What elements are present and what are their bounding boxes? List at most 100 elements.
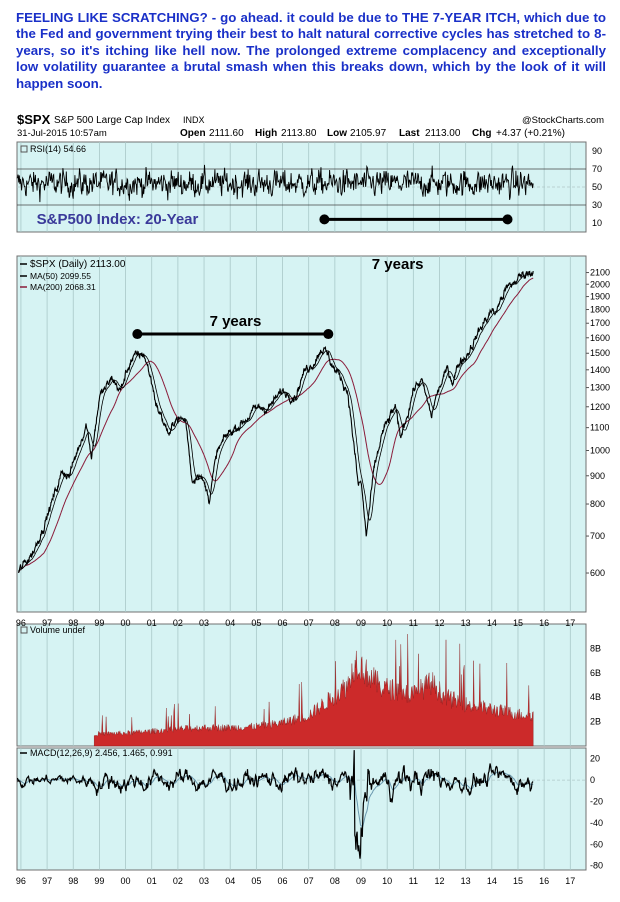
rsi-y-tick-90: 90 (592, 146, 602, 156)
x-tick-label-99: 99 (94, 876, 104, 886)
volume-area (94, 634, 534, 747)
price-panel (16, 255, 587, 613)
high-label: High (255, 128, 277, 139)
macd-y-tick--40: -40 (590, 818, 603, 828)
symbol-label: $SPX (17, 112, 51, 127)
volume-y-tick-2B: 2B (590, 717, 601, 727)
price-y-tick-600: 600 (590, 568, 605, 578)
x-tick-label-07: 07 (304, 618, 314, 628)
x-tick-label-05: 05 (251, 618, 261, 628)
open-value: 2111.60 (209, 128, 244, 139)
price-panel-background (16, 255, 587, 613)
rsi-y-tick-30: 30 (592, 200, 602, 210)
x-tick-label-09: 09 (356, 618, 366, 628)
price-y-tick-1000: 1000 (590, 445, 610, 455)
last-label: Last (399, 128, 420, 139)
x-tick-label-04: 04 (225, 618, 235, 628)
price-y-tick-800: 800 (590, 499, 605, 509)
low-label: Low (327, 128, 347, 139)
open-label: Open (180, 128, 206, 139)
x-tick-label-09: 09 (356, 876, 366, 886)
price-y-tick-1200: 1200 (590, 402, 610, 412)
rsi-y-tick-70: 70 (592, 164, 602, 174)
volume-y-tick-8B: 8B (590, 643, 601, 653)
price-y-tick-1700: 1700 (590, 318, 610, 328)
macd-legend: MACD(12,26,9) 2.456, 1.465, 0.991 (30, 748, 173, 758)
x-tick-label-00: 00 (121, 876, 131, 886)
macd-y-tick--60: -60 (590, 839, 603, 849)
macd-y-tick--20: -20 (590, 797, 603, 807)
cycle-label-2: 7 years (372, 256, 424, 273)
macd-y-tick--80: -80 (590, 861, 603, 871)
price-legend-ma50: MA(50) 2099.55 (30, 271, 91, 281)
x-tick-label-03: 03 (199, 618, 209, 628)
price-y-tick-1500: 1500 (590, 348, 610, 358)
price-y-tick-2100: 2100 (590, 268, 610, 278)
x-tick-label-17: 17 (565, 618, 575, 628)
x-tick-label-16: 16 (539, 618, 549, 628)
x-tick-label-02: 02 (173, 618, 183, 628)
x-tick-label-04: 04 (225, 876, 235, 886)
rsi-legend: RSI(14) 54.66 (30, 144, 86, 154)
cycle-bar-2-start-dot (319, 214, 330, 225)
price-y-tick-1300: 1300 (590, 383, 610, 393)
ohlc-readout: Open 2111.60 High 2113.80 Low 2105.97 La… (180, 128, 565, 139)
x-tick-label-05: 05 (251, 876, 261, 886)
x-tick-label-11: 11 (409, 618, 418, 628)
price-y-tick-1100: 1100 (590, 423, 609, 433)
x-tick-label-13: 13 (461, 618, 471, 628)
x-tick-label-00: 00 (121, 618, 131, 628)
headline-commentary: FEELING LIKE SCRATCHING? - go ahead. it … (16, 10, 606, 91)
x-tick-label-98: 98 (68, 618, 78, 628)
chart-layers: 96 97 98 99 00 01 02 03 04 05 06 07 08 09 10 11 12 13 14 15… (16, 141, 610, 886)
rsi-line (16, 164, 534, 203)
high-value: 2113.80 (281, 128, 317, 139)
volume-legend: Volume undef (30, 625, 86, 635)
cycle-bar-1-end-dot (323, 329, 334, 340)
macd-y-tick-20: 20 (590, 754, 600, 764)
x-tick-label-01: 01 (147, 618, 157, 628)
x-tick-label-08: 08 (330, 618, 340, 628)
price-y-tick-1900: 1900 (590, 292, 610, 302)
x-tick-label-15: 15 (513, 876, 523, 886)
price-y-tick-1800: 1800 (590, 305, 610, 315)
price-y-tick-700: 700 (590, 531, 605, 541)
x-tick-label-97: 97 (42, 876, 52, 886)
x-tick-label-03: 03 (199, 876, 209, 886)
x-tick-label-97: 97 (42, 618, 52, 628)
x-tick-label-10: 10 (382, 876, 392, 886)
price-legend-spx: $SPX (Daily) 2113.00 (30, 259, 126, 270)
volume-y-tick-4B: 4B (590, 692, 601, 702)
x-tick-label-08: 08 (330, 876, 340, 886)
x-tick-label-11: 11 (409, 876, 418, 886)
price-line (18, 270, 534, 573)
x-tick-label-14: 14 (487, 876, 497, 886)
price-y-tick-1400: 1400 (590, 365, 610, 375)
rsi-y-tick-50: 50 (592, 182, 602, 192)
last-value: 2113.00 (425, 128, 461, 139)
rsi-legend-swatch (20, 145, 28, 153)
ma50-line (18, 273, 534, 573)
x-tick-label-10: 10 (382, 618, 392, 628)
chg-label: Chg (472, 128, 491, 139)
x-tick-label-12: 12 (434, 618, 444, 628)
macd-line (16, 750, 534, 859)
datetime-label: 31-Jul-2015 10:57am (17, 128, 107, 139)
x-tick-label-98: 98 (68, 876, 78, 886)
cycle-bar-2-end-dot (502, 214, 513, 225)
exchange-label: INDX (183, 115, 205, 125)
x-tick-label-06: 06 (278, 618, 288, 628)
x-tick-label-96: 96 (16, 876, 26, 886)
volume-legend-swatch (20, 626, 28, 634)
x-tick-label-14: 14 (487, 618, 497, 628)
ma200-line (18, 277, 534, 573)
price-y-tick-900: 900 (590, 471, 605, 481)
source-label: @StockCharts.com (522, 115, 604, 126)
x-tick-label-12: 12 (434, 876, 444, 886)
x-tick-label-99: 99 (94, 618, 104, 628)
price-legend-ma200: MA(200) 2068.31 (30, 282, 96, 292)
x-tick-label-15: 15 (513, 618, 523, 628)
x-tick-label-02: 02 (173, 876, 183, 886)
rsi-y-tick-10: 10 (592, 218, 602, 228)
